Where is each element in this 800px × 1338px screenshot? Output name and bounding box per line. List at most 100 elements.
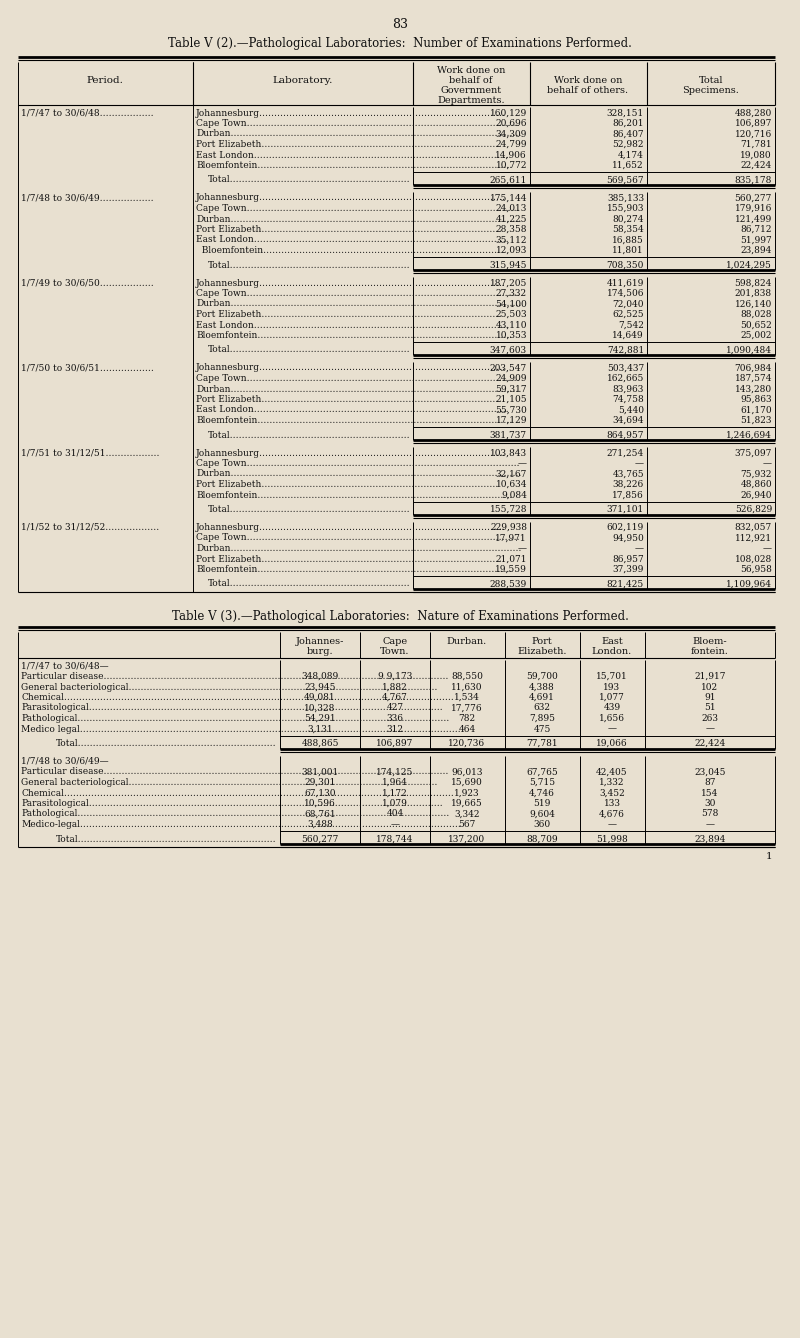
Text: 11,652: 11,652 (612, 161, 644, 170)
Text: 708,350: 708,350 (606, 261, 644, 269)
Text: 27,332: 27,332 (496, 289, 527, 298)
Text: —: — (763, 545, 772, 553)
Text: 54,100: 54,100 (495, 300, 527, 309)
Text: 38,226: 38,226 (613, 480, 644, 488)
Text: 155,903: 155,903 (606, 203, 644, 213)
Text: 3,131: 3,131 (307, 724, 333, 733)
Text: 120,736: 120,736 (449, 739, 486, 748)
Text: 59,700: 59,700 (526, 672, 558, 681)
Text: 10,328: 10,328 (304, 704, 336, 713)
Text: 11,801: 11,801 (612, 246, 644, 256)
Text: 1,077: 1,077 (599, 693, 625, 702)
Text: 77,781: 77,781 (526, 739, 558, 748)
Text: 375,097: 375,097 (734, 448, 772, 458)
Text: 519: 519 (534, 799, 550, 808)
Text: Bloemfontein…………………………………………………………………….: Bloemfontein……………………………………………………………………. (196, 246, 500, 256)
Text: 56,958: 56,958 (740, 565, 772, 574)
Text: 439: 439 (603, 704, 621, 713)
Text: Cape: Cape (382, 637, 407, 646)
Text: 404: 404 (386, 809, 404, 819)
Text: 475: 475 (534, 724, 550, 733)
Text: 112,921: 112,921 (735, 534, 772, 542)
Text: 23,045: 23,045 (694, 768, 726, 776)
Text: 52,982: 52,982 (613, 140, 644, 149)
Text: —: — (635, 545, 644, 553)
Text: 22,424: 22,424 (694, 739, 726, 748)
Text: Pathological…………………………………………………………………………………………………………….: Pathological…………………………………………………………………………… (21, 714, 450, 723)
Text: 602,119: 602,119 (606, 523, 644, 533)
Text: 34,309: 34,309 (496, 130, 527, 139)
Text: 37,399: 37,399 (613, 565, 644, 574)
Text: 488,280: 488,280 (734, 108, 772, 118)
Text: Bloemfontein………………………………………………………………………….: Bloemfontein…………………………………………………………………………… (196, 161, 512, 170)
Text: Cape Town……………………………………………………………………………….: Cape Town………………………………………………………………………………. (196, 289, 519, 298)
Text: 411,619: 411,619 (606, 278, 644, 288)
Text: Specimens.: Specimens. (682, 86, 739, 95)
Text: Pathological…………………………………………………………………………………………………………….: Pathological…………………………………………………………………………… (21, 809, 450, 819)
Text: 9 9,173: 9 9,173 (378, 672, 412, 681)
Text: Durban…………………………………………………………………………………….: Durban……………………………………………………………………………………. (196, 130, 522, 139)
Text: —: — (763, 459, 772, 468)
Text: 1,079: 1,079 (382, 799, 408, 808)
Text: 23,945: 23,945 (304, 682, 336, 692)
Text: 68,761: 68,761 (304, 809, 336, 819)
Text: 19,665: 19,665 (451, 799, 483, 808)
Text: —: — (518, 459, 527, 468)
Text: Table V (3).—Pathological Laboratories:  Nature of Examinations Performed.: Table V (3).—Pathological Laboratories: … (171, 610, 629, 624)
Text: 15,690: 15,690 (451, 777, 483, 787)
Text: East London………………………………………………………………………….: East London…………………………………………………………………………. (196, 405, 509, 415)
Text: 51: 51 (704, 704, 716, 713)
Text: Durban…………………………………………………………………………………….: Durban……………………………………………………………………………………. (196, 214, 522, 223)
Text: 312: 312 (386, 724, 403, 733)
Text: 34,694: 34,694 (613, 416, 644, 425)
Text: 598,824: 598,824 (734, 278, 772, 288)
Text: 86,201: 86,201 (613, 119, 644, 128)
Text: 632: 632 (534, 704, 550, 713)
Text: 32,167: 32,167 (496, 470, 527, 479)
Text: Total……………………………………………………: Total…………………………………………………… (207, 261, 410, 269)
Text: 371,101: 371,101 (606, 504, 644, 514)
Text: Town.: Town. (380, 648, 410, 656)
Text: General bacteriological………………………………………………………………………………………….: General bacteriological……………………………………………… (21, 777, 438, 787)
Text: 19,080: 19,080 (740, 150, 772, 159)
Text: Johannesburg……………………………………………………………………….: Johannesburg………………………………………………………………………. (196, 194, 506, 202)
Text: 4,767: 4,767 (382, 693, 408, 702)
Text: 54,291: 54,291 (304, 714, 336, 723)
Text: Cape Town……………………………………………………………………………….: Cape Town………………………………………………………………………………. (196, 459, 519, 468)
Text: 1/7/51 to 31/12/51………………: 1/7/51 to 31/12/51……………… (21, 448, 159, 458)
Text: Port Elizabeth…………………………………………………………………….: Port Elizabeth……………………………………………………………………… (196, 395, 498, 404)
Text: 782: 782 (458, 714, 475, 723)
Text: London.: London. (592, 648, 632, 656)
Text: 106,897: 106,897 (734, 119, 772, 128)
Text: 20,696: 20,696 (495, 119, 527, 128)
Text: 1,332: 1,332 (599, 777, 625, 787)
Text: 193: 193 (603, 682, 621, 692)
Text: 162,665: 162,665 (606, 375, 644, 383)
Text: 175,144: 175,144 (490, 194, 527, 202)
Text: 120,716: 120,716 (734, 130, 772, 139)
Text: 83,963: 83,963 (613, 384, 644, 393)
Text: 10,353: 10,353 (495, 330, 527, 340)
Text: 25,503: 25,503 (495, 310, 527, 318)
Text: 9,604: 9,604 (529, 809, 555, 819)
Text: Cape Town……………………………………………………………………………….: Cape Town………………………………………………………………………………. (196, 375, 519, 383)
Text: 26,940: 26,940 (741, 491, 772, 499)
Text: Chemical………………………………………………………………………………………………………………….: Chemical……………………………………………………………………………………… (21, 788, 454, 797)
Text: 96,013: 96,013 (451, 768, 482, 776)
Text: 1: 1 (766, 852, 772, 860)
Text: 5,715: 5,715 (529, 777, 555, 787)
Text: 87: 87 (704, 777, 716, 787)
Text: 14,649: 14,649 (612, 330, 644, 340)
Text: 86,407: 86,407 (612, 130, 644, 139)
Text: 14,906: 14,906 (495, 150, 527, 159)
Text: burg.: burg. (306, 648, 334, 656)
Text: 178,744: 178,744 (376, 835, 414, 843)
Text: 48,860: 48,860 (740, 480, 772, 488)
Text: 35,112: 35,112 (495, 235, 527, 245)
Text: Port Elizabeth…………………………………………………………………….: Port Elizabeth……………………………………………………………………… (196, 310, 498, 318)
Text: Work done on: Work done on (437, 66, 505, 75)
Text: Parasitological……………………………………………………………………………………………………….: Parasitological…………………………………………………………………… (21, 799, 442, 808)
Text: 187,574: 187,574 (734, 375, 772, 383)
Text: 1/7/48 to 30/6/49—: 1/7/48 to 30/6/49— (21, 757, 109, 765)
Text: Johannes-: Johannes- (296, 637, 344, 646)
